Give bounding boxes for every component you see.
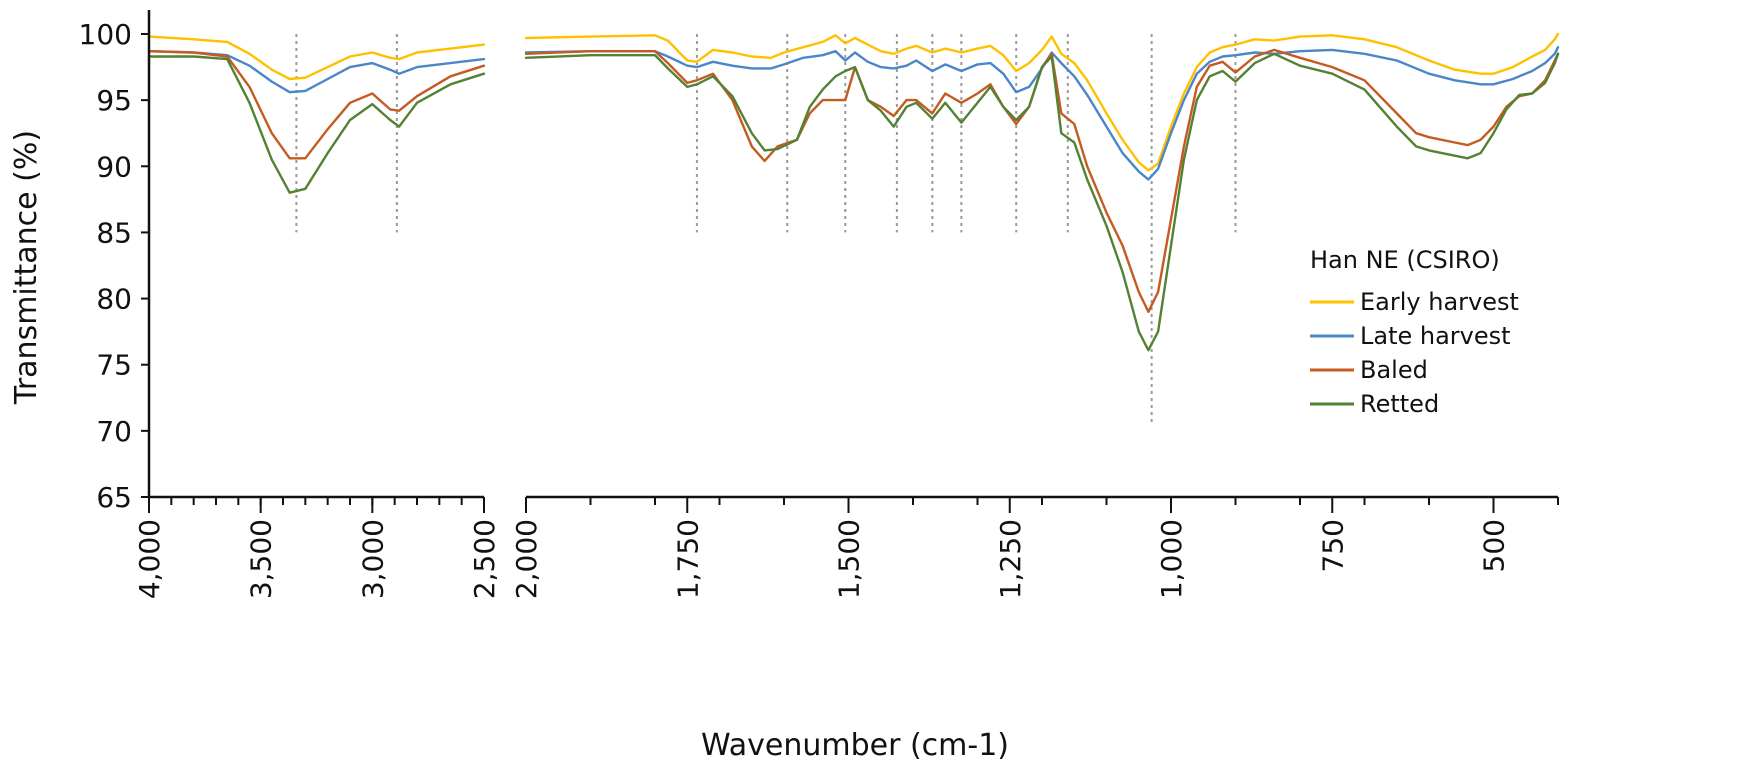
series-line-early-harvest-panel-2 [524, 32, 1560, 172]
y-tick-label: 65 [96, 481, 132, 514]
x-tick-label: 1,500 [833, 519, 866, 599]
legend-label: Late harvest [1360, 322, 1511, 350]
y-tick-label: 80 [96, 283, 132, 316]
y-tick-label: 100 [79, 18, 132, 51]
y-tick-label: 90 [96, 150, 132, 183]
y-tick-label: 70 [96, 415, 132, 448]
series-line-late-harvest-panel-1 [147, 50, 486, 94]
x-tick-label: 4,000 [133, 519, 166, 599]
series-line-retted-panel-1 [147, 55, 486, 194]
x-axis-title: Wavenumber (cm-1) [701, 728, 1009, 763]
legend-title: Han NE (CSIRO) [1310, 246, 1500, 274]
y-tick-label: 75 [96, 349, 132, 382]
series-line-baled-panel-2 [524, 48, 1560, 313]
series-line-baled-panel-1 [147, 50, 486, 160]
reference-lines [295, 34, 1237, 425]
x-tick-label: 2,000 [510, 519, 543, 599]
series-line-retted-panel-2 [524, 52, 1560, 352]
legend-label: Baled [1360, 356, 1428, 384]
tick-labels: 65 70 75 80 85 90 95 100 4,000 3,500 3,000 2,500 2,0… [79, 18, 1511, 599]
x-tick-label: 2,500 [468, 519, 501, 599]
legend-label: Retted [1360, 390, 1439, 418]
x-tick-label: 1,750 [671, 519, 704, 599]
y-tick-label: 85 [96, 216, 132, 249]
x-tick-label: 1,250 [994, 519, 1027, 599]
x-tick-label: 500 [1478, 519, 1511, 572]
x-tick-label: 1,000 [1155, 519, 1188, 599]
x-tick-label: 3,500 [245, 519, 278, 599]
legend: Han NE (CSIRO) Early harvest Late harvest… [1310, 246, 1519, 418]
y-tick-label: 95 [96, 84, 132, 117]
x-tick-label: 3,000 [356, 519, 389, 599]
x-tick-label: 750 [1316, 519, 1349, 572]
axes [141, 10, 1559, 513]
y-axis-title: Transmittance (%) [9, 130, 44, 405]
series-line-early-harvest-panel-1 [147, 35, 486, 81]
legend-label: Early harvest [1360, 288, 1519, 316]
series-lines [147, 32, 1560, 352]
